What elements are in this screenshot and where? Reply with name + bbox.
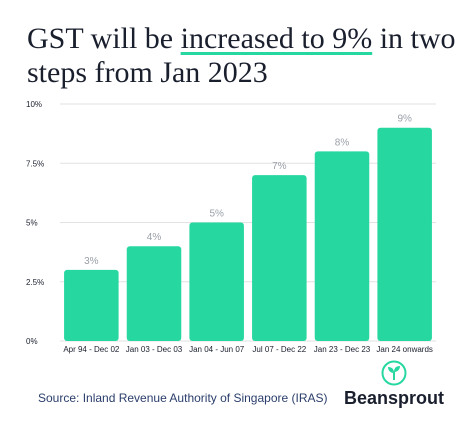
bar-value-label: 9% [397,114,412,125]
brand-logo: Beansprout [344,360,444,409]
x-tick-label: Jan 03 - Dec 03 [126,345,183,354]
brand-name: Beansprout [343,388,444,408]
y-tick-label: 5% [26,219,38,228]
bar [126,246,182,341]
bar [189,222,244,341]
bar [64,269,119,341]
y-tick-label: 7.5% [26,159,44,168]
title-suffix: in two steps from Jan 2023 [27,22,456,89]
sprout-leaf-icon [381,360,407,386]
x-tick-label: Jan 24 onwards [376,345,432,354]
title-highlight: increased to 9% [180,22,373,55]
bar-value-label: 5% [209,209,224,220]
y-tick-label: 2.5% [26,278,44,287]
bar-value-label: 7% [272,161,287,172]
y-tick-label: 10% [26,100,42,109]
x-tick-label: Jan 23 - Dec 23 [314,345,371,354]
source-note: Source: Inland Revenue Authority of Sing… [38,391,328,405]
bar-value-label: 3% [84,256,99,267]
y-tick-label: 0% [26,337,38,346]
title-prefix: GST will be [27,22,181,55]
bar-value-label: 8% [335,137,350,148]
bar [314,151,370,341]
x-tick-label: Jul 07 - Dec 22 [252,345,306,354]
x-tick-label: Apr 94 - Dec 02 [63,345,120,354]
chart-title: GST will be increased to 9% in two steps… [27,22,457,90]
x-tick-label: Jan 04 - Jun 07 [189,345,245,354]
bar-value-label: 4% [147,232,162,243]
bar [377,127,432,341]
bar [252,175,307,341]
